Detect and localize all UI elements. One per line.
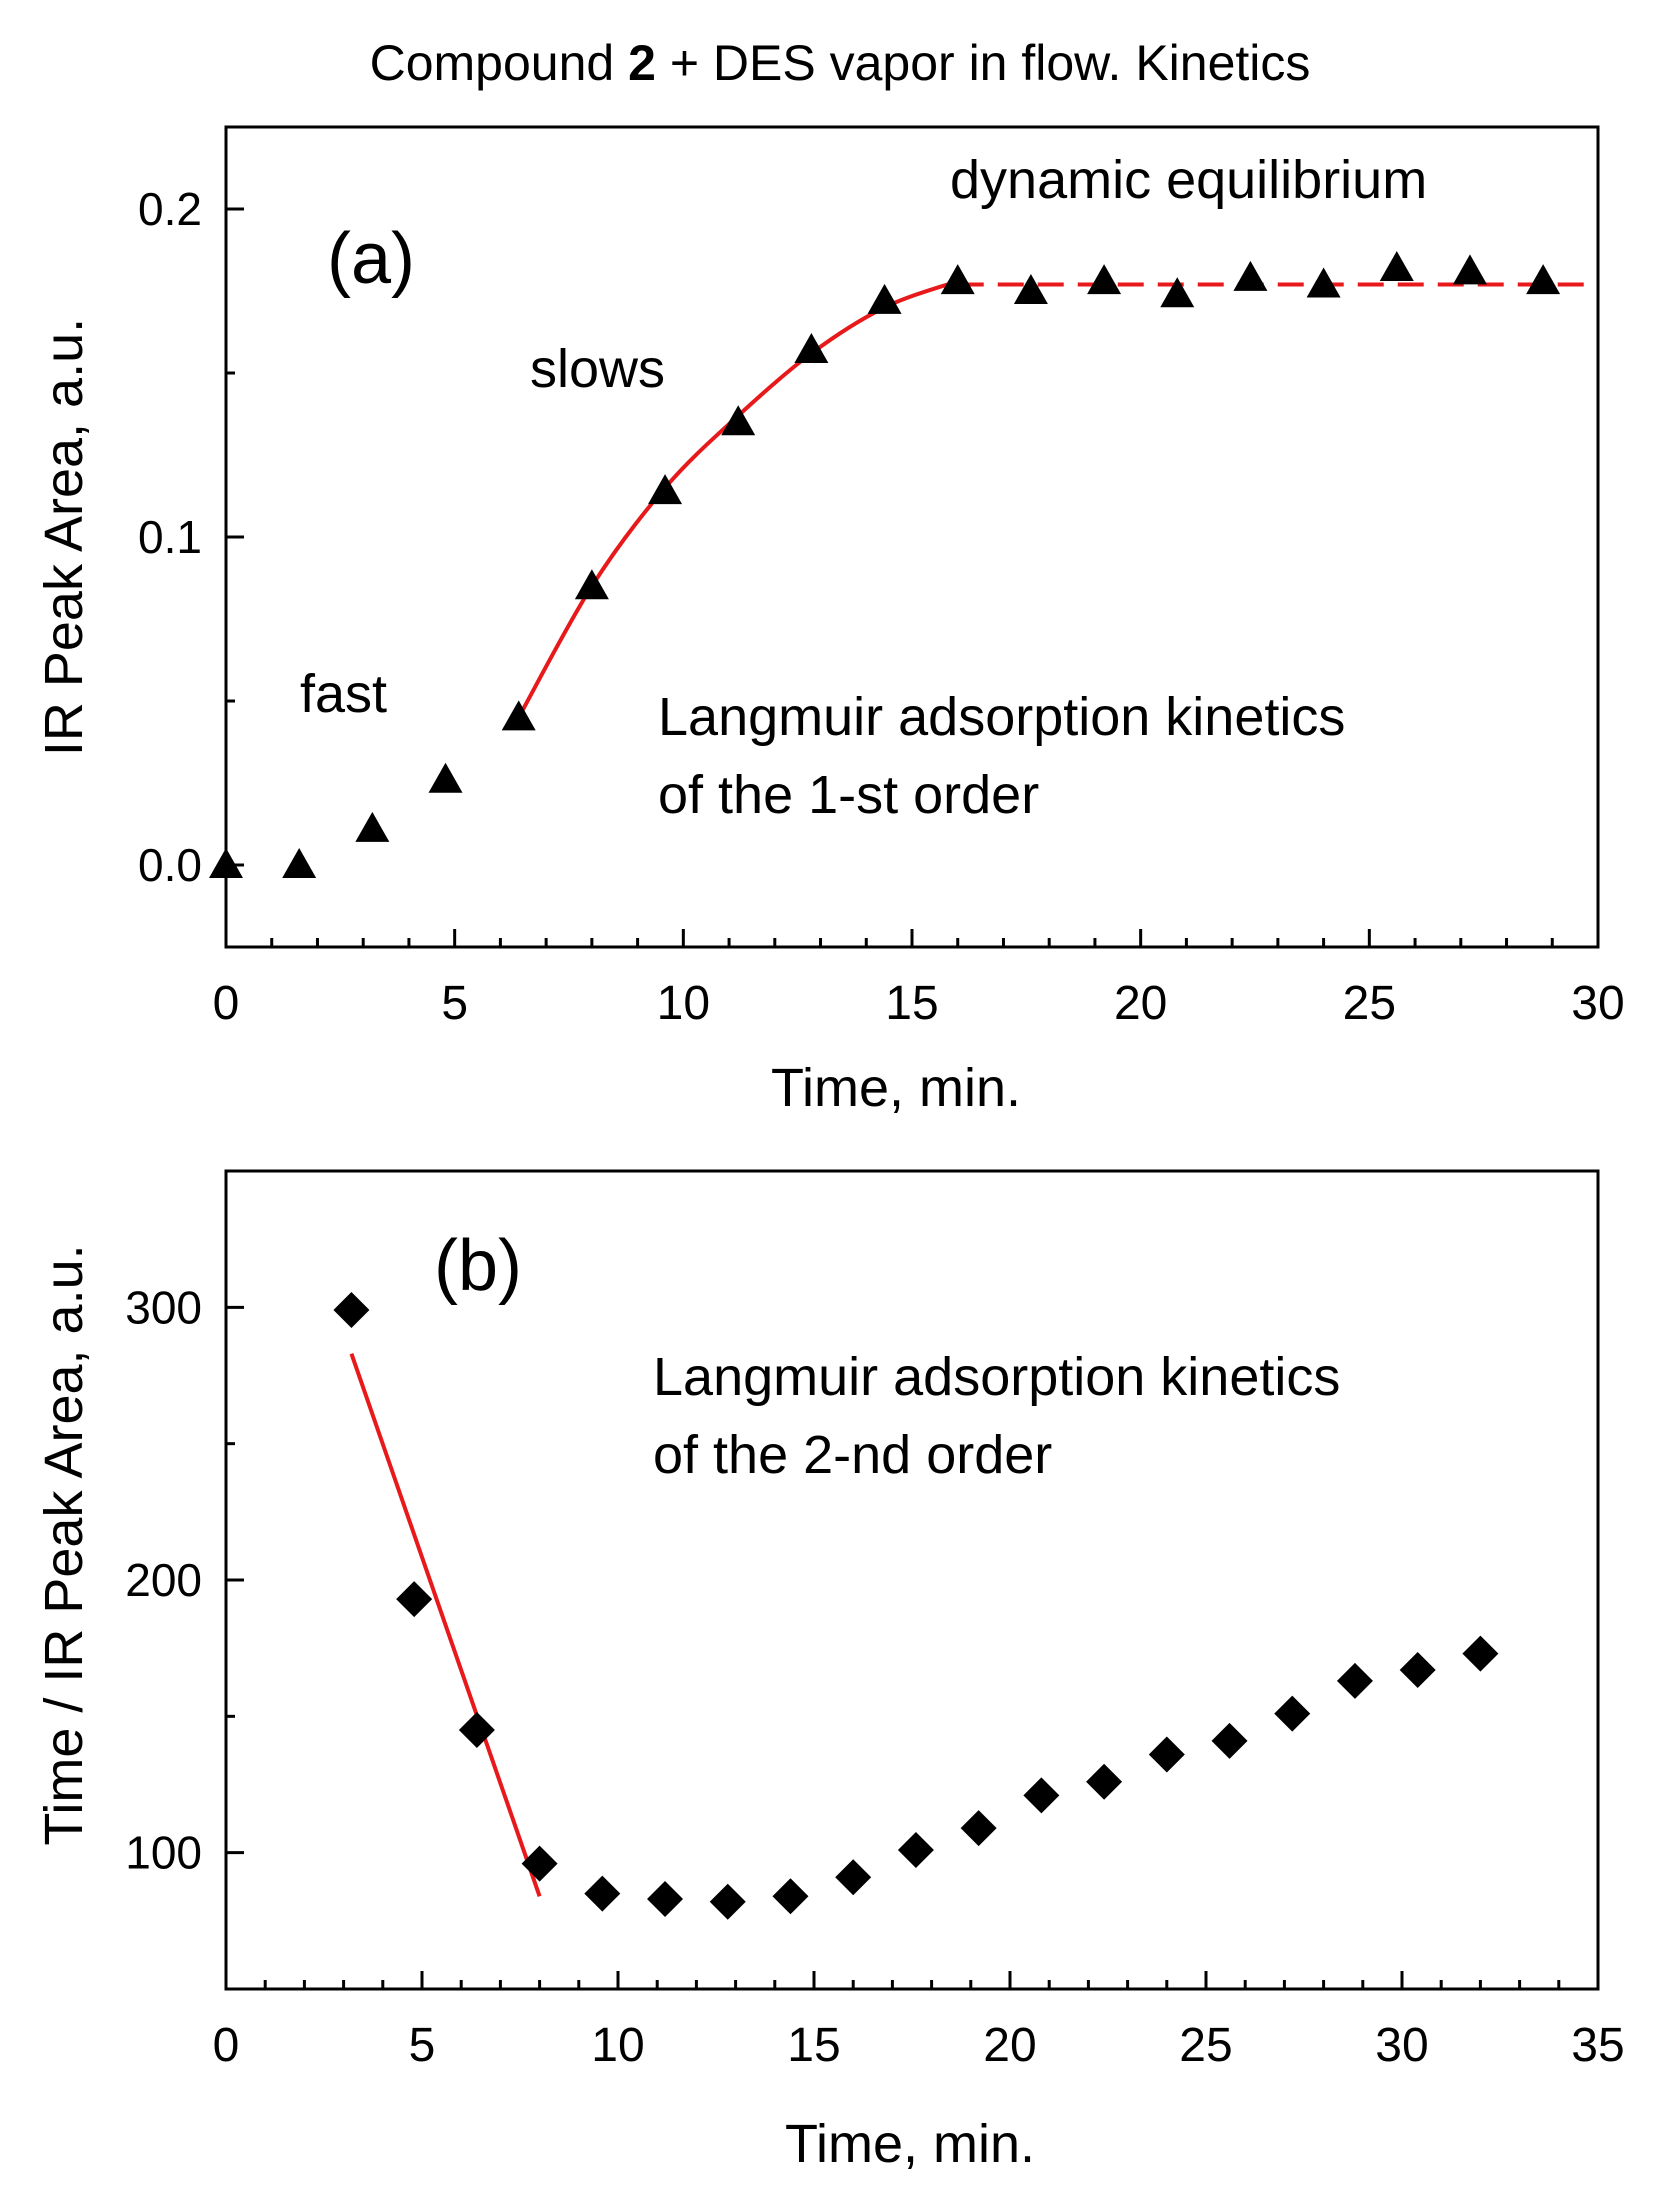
x-tick-label: 15 [787,2019,840,2072]
panel-a-tick-labels: 0 5 10 15 20 25 30 0.0 0.1 0.2 [138,183,1625,1030]
data-point-triangle [794,333,829,364]
x-tick-label: 0 [213,2019,240,2072]
y-tick-label: 100 [125,1827,202,1879]
data-point-diamond [1274,1695,1311,1732]
fit-line [349,1353,542,1897]
panel-a-fit [516,279,1598,719]
data-point-triangle [940,264,975,295]
data-point-diamond [1148,1736,1185,1773]
data-point-diamond [1211,1722,1248,1759]
annotation-langmuir-a-line2: of the 1-st order [658,765,1039,825]
data-point-diamond [1023,1777,1060,1814]
x-tick-label: 35 [1571,2019,1624,2072]
figure-title-suffix: + DES vapor in flow. Kinetics [656,35,1310,91]
figure-title-bold: 2 [628,35,656,91]
figure-title-prefix: Compound [370,35,629,91]
panel-b-x-axis-label: Time, min. [785,2114,1035,2174]
y-tick-label: 200 [125,1554,202,1606]
panel-a-x-axis-label: Time, min. [771,1058,1021,1118]
data-point-triangle [1013,274,1048,304]
data-point-diamond [709,1883,746,1920]
data-point-triangle [648,474,683,505]
data-point-triangle [282,848,317,878]
panel-b-label: (b) [434,1226,522,1306]
y-tick-label: 0.0 [138,839,202,891]
panel-a-y-axis-label: IR Peak Area, a.u. [34,318,94,756]
x-tick-label: 20 [1114,977,1167,1030]
data-point-diamond [647,1881,684,1918]
x-tick-label: 10 [591,2019,644,2072]
panel-a-ticks [224,207,1600,947]
data-point-diamond [458,1711,495,1748]
panel-b-markers [333,1292,1499,1920]
x-tick-label: 5 [441,977,468,1030]
x-tick-label: 10 [657,977,710,1030]
data-point-triangle [501,700,536,731]
data-point-diamond [772,1878,809,1915]
data-point-diamond [521,1845,558,1882]
annotation-slows: slows [530,339,665,399]
data-point-diamond [1336,1662,1373,1699]
data-point-diamond [1399,1651,1436,1688]
x-tick-label: 30 [1571,977,1624,1030]
data-point-triangle [574,569,609,600]
data-point-triangle [1452,254,1487,285]
annotation-langmuir-b-line1: Langmuir adsorption kinetics [653,1347,1340,1407]
y-tick-label: 0.1 [138,511,202,563]
data-point-diamond [1086,1763,1123,1800]
x-tick-label: 20 [983,2019,1036,2072]
x-tick-label: 0 [213,977,240,1030]
panel-b-frame [224,1169,1600,1991]
x-tick-label: 5 [409,2019,436,2072]
annotation-fast: fast [300,664,387,724]
x-tick-label: 25 [1179,2019,1232,2072]
panel-b-y-axis-label: Time / IR Peak Area, a.u. [34,1244,94,1845]
panel-a-frame [224,125,1600,949]
x-tick-label: 15 [885,977,938,1030]
panel-b: 0 5 10 15 20 25 30 35 100 200 300 Time, min. Time … [34,1169,1625,2174]
data-point-triangle [1526,264,1561,295]
annotation-langmuir-a-line1: Langmuir adsorption kinetics [658,687,1345,747]
panel-a-label: (a) [327,219,415,299]
data-point-triangle [721,405,756,436]
data-point-diamond [396,1581,433,1618]
data-point-triangle [428,762,463,793]
data-point-triangle [1379,251,1414,282]
y-tick-label: 0.2 [138,183,202,235]
y-tick-label: 300 [125,1281,202,1333]
figure-title: Compound 2 + DES vapor in flow. Kinetics [370,35,1311,91]
annotation-dynamic-equilibrium: dynamic equilibrium [950,150,1427,210]
panel-a: 0 5 10 15 20 25 30 0.0 0.1 0.2 Time, min. IR Peak… [34,125,1625,1118]
data-point-diamond [897,1831,934,1868]
data-point-triangle [867,283,902,314]
data-point-diamond [1462,1635,1499,1672]
data-point-triangle [1160,277,1195,308]
data-point-diamond [960,1810,997,1847]
annotation-langmuir-b-line2: of the 2-nd order [653,1425,1052,1485]
x-tick-label: 25 [1343,977,1396,1030]
data-point-diamond [584,1875,621,1912]
data-point-triangle [1233,260,1268,291]
data-point-triangle [1087,264,1122,295]
data-point-diamond [333,1292,370,1329]
data-point-triangle [355,811,390,842]
data-point-triangle [1306,267,1341,298]
data-point-diamond [835,1859,872,1896]
panel-b-fit [349,1353,542,1897]
x-tick-label: 30 [1375,2019,1428,2072]
panel-b-tick-labels: 0 5 10 15 20 25 30 35 100 200 300 [125,1281,1624,2072]
